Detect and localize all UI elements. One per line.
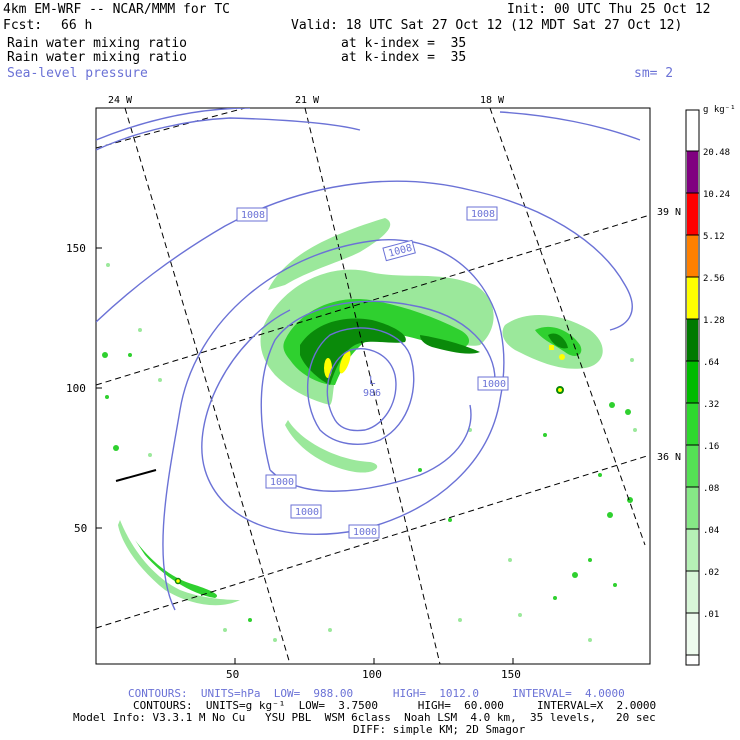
legend-level-8: .16 [703, 442, 719, 452]
rain-field [102, 218, 637, 642]
legend-level-1: 20.48 [703, 148, 730, 158]
legend-level-9: .08 [703, 484, 719, 494]
scale-bar [115, 469, 157, 482]
isobar-label-1: 1008 [241, 210, 265, 221]
legend-level-6: .64 [703, 358, 719, 368]
legend-level-4: 2.56 [703, 274, 725, 284]
forecast-hours: 66 h [61, 18, 93, 33]
low-pressure-value: 986 [363, 388, 381, 399]
legend-level-10: .04 [703, 526, 719, 536]
x-tick-150: 150 [501, 668, 521, 681]
x-tick-100: 100 [362, 668, 382, 681]
color-legend: g kg⁻¹ 20.48 10.24 5.12 2.56 1.28 .64 .3… [685, 105, 736, 666]
forecast-label: Fcst: [3, 18, 43, 33]
legend-level-7: .32 [703, 400, 719, 410]
diff-info: DIFF: simple KM; 2D Smagor [353, 723, 526, 736]
lat-label-36n: 36 N [657, 452, 681, 463]
init-time: Init: 00 UTC Thu 25 Oct 12 [507, 2, 711, 17]
lon-label-24w: 24 W [108, 95, 133, 106]
graticule [96, 108, 650, 664]
model-title: 4km EM-WRF -- NCAR/MMM for TC [3, 2, 230, 17]
field-2-level: at k-index = 35 [341, 50, 467, 65]
legend-level-5: 1.28 [703, 316, 725, 326]
contours-pressure: CONTOURS: UNITS=hPa LOW= 988.00 HIGH= 10… [128, 687, 625, 700]
isobars [96, 108, 641, 611]
y-tick-50: 50 [74, 522, 87, 535]
field-1-name: Rain water mixing ratio [7, 36, 188, 51]
isobar-label-7: 1000 [353, 527, 377, 538]
isobar-label-5: 1000 [270, 477, 294, 488]
field-1-level: at k-index = 35 [341, 36, 467, 51]
model-info: Model Info: V3.3.1 M No Cu YSU PBL WSM 6… [73, 711, 656, 724]
legend-level-3: 5.12 [703, 232, 725, 242]
lon-label-21w: 21 W [295, 95, 320, 106]
lon-label-18w: 18 W [480, 95, 505, 106]
isobar-label-4: 1000 [482, 379, 506, 390]
legend-level-11: .02 [703, 568, 719, 578]
x-tick-50: 50 [226, 668, 239, 681]
legend-level-2: 10.24 [703, 190, 730, 200]
low-pressure-symbol: L [369, 374, 376, 387]
field-2-name: Rain water mixing ratio [7, 50, 188, 65]
overlay-name: Sea-level pressure [7, 66, 148, 81]
y-tick-150: 150 [66, 242, 86, 255]
y-tick-100: 100 [66, 382, 86, 395]
map-frame [95, 107, 651, 665]
contours-rain: CONTOURS: UNITS=g kg⁻¹ LOW= 3.7500 HIGH=… [133, 699, 657, 712]
lat-label-39n: 39 N [657, 207, 681, 218]
isobar-label-3: 1008 [471, 209, 495, 220]
legend-level-12: .01 [703, 610, 719, 620]
legend-units: g kg⁻¹ [703, 105, 736, 115]
valid-time: Valid: 18 UTC Sat 27 Oct 12 (12 MDT Sat … [291, 18, 683, 33]
isobar-label-6: 1000 [295, 507, 319, 518]
smoothing-label: sm= 2 [634, 66, 674, 81]
